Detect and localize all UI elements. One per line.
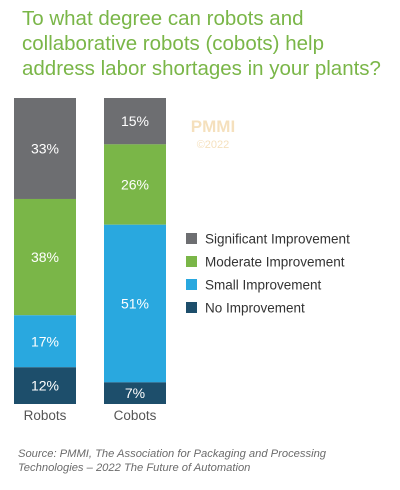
category-labels: Robots Cobots bbox=[24, 408, 157, 423]
category-label-robots: Robots bbox=[24, 408, 67, 423]
source-note: Source: PMMI, The Association for Packag… bbox=[18, 448, 327, 474]
chart-title: To what degree can robots and collaborat… bbox=[22, 7, 381, 80]
watermark-copyright: ©2022 bbox=[197, 139, 230, 151]
bar-segment-robots-2 bbox=[14, 315, 76, 368]
data-label-robots-2: 17% bbox=[31, 333, 59, 349]
watermark: PMMI ©2022 bbox=[191, 117, 235, 151]
legend-swatch-2 bbox=[186, 279, 197, 290]
watermark-logo: PMMI bbox=[191, 117, 235, 136]
bar-segment-cobots-1 bbox=[104, 144, 166, 225]
bar-segment-cobots-0 bbox=[104, 98, 166, 145]
legend-label-3: No Improvement bbox=[205, 301, 305, 316]
data-label-cobots-0: 15% bbox=[121, 113, 149, 129]
data-label-cobots-1: 26% bbox=[121, 177, 149, 193]
data-label-robots-3: 12% bbox=[31, 378, 59, 394]
legend-label-0: Significant Improvement bbox=[205, 232, 350, 247]
bar-segment-robots-3 bbox=[14, 367, 76, 404]
category-label-cobots: Cobots bbox=[114, 408, 157, 423]
data-label-robots-1: 38% bbox=[31, 249, 59, 265]
legend-swatch-0 bbox=[186, 233, 197, 244]
data-label-cobots-3: 7% bbox=[125, 385, 145, 401]
stacked-bar-chart: PMMI ©2022 33% 38% 17% 12% 15% 26% 51% 7% Robot… bbox=[14, 98, 350, 423]
bar-segment-cobots-3 bbox=[104, 382, 166, 404]
data-label-cobots-2: 51% bbox=[121, 296, 149, 312]
bar-segment-robots-0 bbox=[14, 98, 76, 199]
legend-swatch-3 bbox=[186, 302, 197, 313]
bars-group: 33% 38% 17% 12% 15% 26% 51% 7% bbox=[14, 98, 166, 404]
bar-segment-cobots-2 bbox=[104, 224, 166, 383]
data-label-robots-0: 33% bbox=[31, 140, 59, 156]
legend: Significant Improvement Moderate Improvem… bbox=[186, 232, 350, 316]
legend-label-2: Small Improvement bbox=[205, 278, 322, 293]
legend-swatch-1 bbox=[186, 256, 197, 267]
bar-segment-robots-1 bbox=[14, 198, 76, 316]
legend-label-1: Moderate Improvement bbox=[205, 255, 345, 270]
